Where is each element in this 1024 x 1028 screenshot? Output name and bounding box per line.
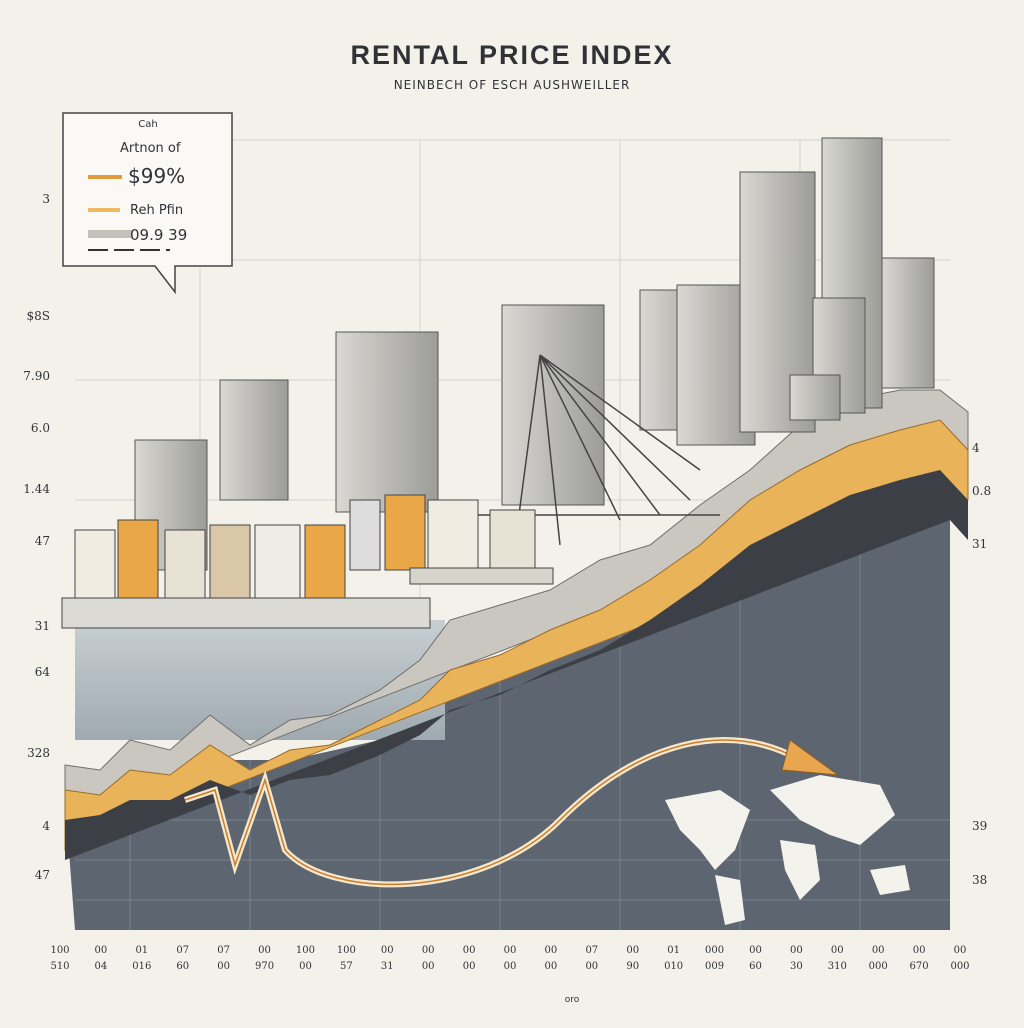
x-axis-label: 30 xyxy=(790,961,803,972)
bridge xyxy=(440,354,720,546)
x-axis-label: 00 xyxy=(422,961,435,972)
x-axis-label: 00 xyxy=(504,961,517,972)
right-axis-label: 31 xyxy=(972,537,987,551)
x-axis-label: 01 xyxy=(667,945,680,956)
legend-label: Reh Pfin xyxy=(130,203,183,218)
x-axis-label: 00 xyxy=(585,961,598,972)
x-axis-label: 100 xyxy=(337,945,356,956)
x-axis-label: 07 xyxy=(585,945,598,956)
left-axis-label: 6.0 xyxy=(31,421,50,435)
band-gray xyxy=(64,389,969,821)
x-axis-label: 970 xyxy=(255,961,274,972)
left-axis-label: 64 xyxy=(35,665,51,679)
right-axis-label: 4 xyxy=(972,441,980,455)
x-axis-label: 00 xyxy=(913,945,926,956)
houses xyxy=(61,494,554,629)
left-axis-label: 3 xyxy=(42,192,50,206)
x-axis-label: 04 xyxy=(95,961,108,972)
x-axis-label: 510 xyxy=(50,961,69,972)
x-axis-label: 00 xyxy=(95,945,108,956)
x-axis-label: 670 xyxy=(910,961,929,972)
x-axis-label: 000 xyxy=(705,945,724,956)
x-axis-label: 009 xyxy=(705,961,724,972)
legend-box xyxy=(62,112,233,295)
x-axis-label: 016 xyxy=(132,961,151,972)
right-axis-label: 39 xyxy=(972,819,987,833)
left-axis-label: 47 xyxy=(35,534,50,548)
x-axis-label: 00 xyxy=(299,961,312,972)
trend-arrow-edge xyxy=(184,739,801,886)
x-axis-label: 00 xyxy=(463,961,476,972)
left-axis-label: 31 xyxy=(35,619,50,633)
x-axis-label: 00 xyxy=(217,961,230,972)
legend-value: 09.9 39 xyxy=(130,226,187,244)
left-axis-label: 4 xyxy=(42,819,50,833)
legend-label: Artnon of xyxy=(120,141,181,156)
legend-swatch xyxy=(88,230,132,238)
footer: oro xyxy=(565,995,580,1005)
right-axis-label: 0.8 xyxy=(972,484,991,498)
x-axis-label: 00 xyxy=(954,945,967,956)
band-dark xyxy=(65,470,968,860)
x-axis-label: 31 xyxy=(381,961,394,972)
right-axis-label: 38 xyxy=(972,873,987,887)
x-axis-label: 57 xyxy=(340,961,353,972)
x-axis-label: 00 xyxy=(790,945,803,956)
left-axis-label: 7.90 xyxy=(23,369,50,383)
legend-value: $99% xyxy=(128,164,185,188)
x-axis-label: 00 xyxy=(626,945,639,956)
x-axis-label: 00 xyxy=(749,945,762,956)
arrow-head xyxy=(781,739,840,776)
x-axis-label: 00 xyxy=(872,945,885,956)
subtitle: NEINBECH OF ESCH AUSHWEILLER xyxy=(394,78,631,92)
x-axis-label: 000 xyxy=(869,961,888,972)
x-axis-label: 310 xyxy=(828,961,847,972)
skyline xyxy=(134,137,935,571)
band-orange xyxy=(64,419,969,851)
x-axis-label: 60 xyxy=(749,961,762,972)
legend-heading: Cah xyxy=(138,119,157,130)
x-axis-label: 010 xyxy=(664,961,683,972)
x-axis-label: 100 xyxy=(50,945,69,956)
x-axis-label: 00 xyxy=(545,961,558,972)
x-axis-label: 00 xyxy=(831,945,844,956)
left-axis-label: $8S xyxy=(27,309,51,323)
x-axis-label: 60 xyxy=(176,961,189,972)
left-axis-label: 1.44 xyxy=(23,482,50,496)
x-axis-label: 00 xyxy=(463,945,476,956)
x-axis-label: 100 xyxy=(296,945,315,956)
x-axis-label: 90 xyxy=(626,961,639,972)
x-axis-label: 00 xyxy=(504,945,517,956)
x-axis-label: 000 xyxy=(950,961,969,972)
left-axis-label: 47 xyxy=(35,868,50,882)
x-axis-label: 00 xyxy=(422,945,435,956)
title: RENTAL PRICE INDEX xyxy=(350,40,673,70)
x-axis-label: 07 xyxy=(176,945,189,956)
x-axis-label: 01 xyxy=(135,945,148,956)
x-axis-label: 00 xyxy=(258,945,271,956)
x-axis-label: 07 xyxy=(217,945,230,956)
x-axis-label: 00 xyxy=(545,945,558,956)
left-axis-label: 328 xyxy=(27,746,50,760)
world-map xyxy=(665,775,910,925)
x-axis-label: 00 xyxy=(381,945,394,956)
